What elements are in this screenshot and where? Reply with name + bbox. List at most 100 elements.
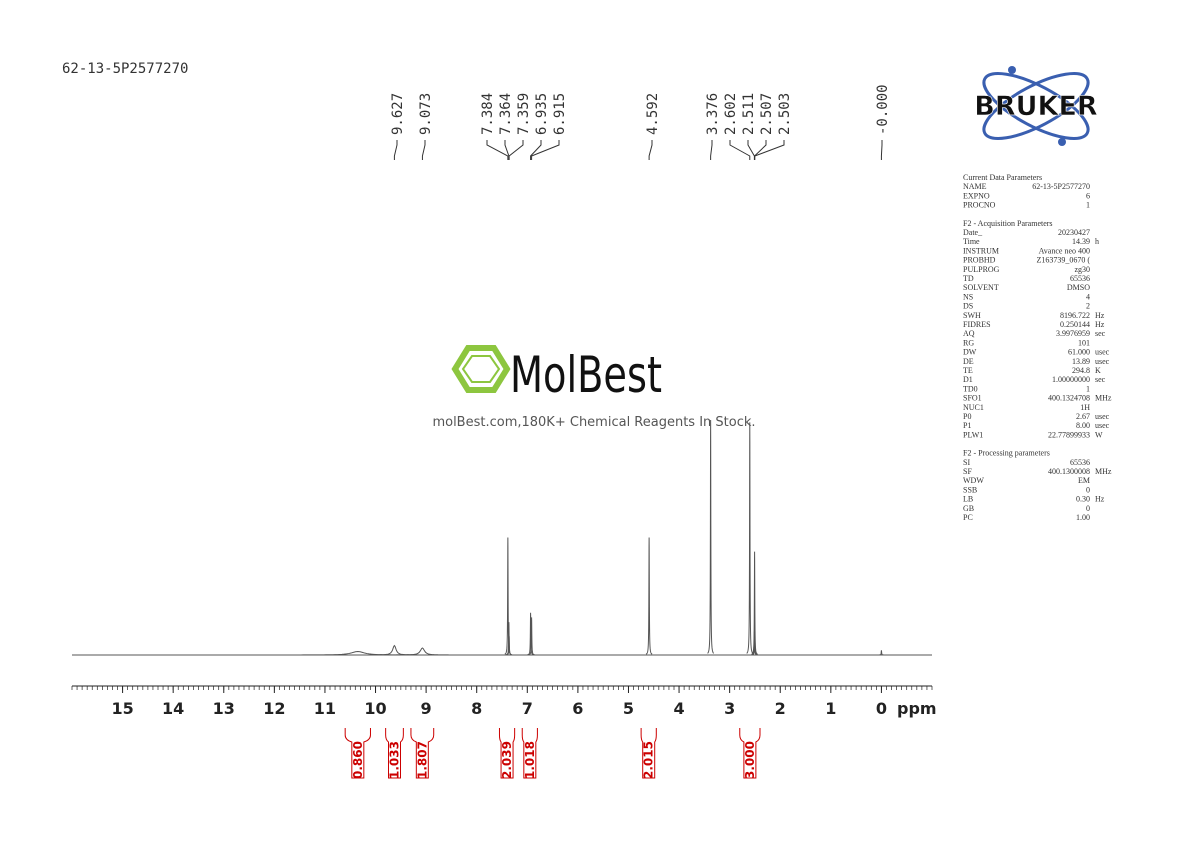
integral-bracket [344,728,371,779]
param-value: DMSO [1067,283,1090,292]
x-tick-label: 14 [162,699,184,718]
param-value: 61.000 [1068,348,1090,357]
param-name: FIDRES [963,320,991,329]
param-name: SOLVENT [963,283,999,292]
integral-label: 3.000 [743,741,757,779]
param-name: PROBHD [963,256,996,265]
param-name: SSB [963,485,977,494]
peak-leader [880,140,883,160]
param-name: WDW [963,476,984,485]
peak-leader [486,140,509,160]
param-value: 0.250144 [1060,320,1090,329]
x-tick-label: 11 [314,699,336,718]
x-tick-label: 7 [522,699,533,718]
peak [751,551,758,655]
peak-leader [710,140,713,160]
param-section-title: Current Data Parameters [963,173,1042,182]
integral-bracket [640,728,657,779]
param-value: Z163739_0670 ( [1036,256,1090,265]
param-name: DW [963,348,977,357]
param-unit: usec [1095,348,1110,357]
param-value: 22.77899933 [1048,430,1090,439]
param-value: 101 [1078,338,1090,347]
param-name: P0 [963,412,971,421]
peak [392,647,453,656]
param-value: 294.8 [1072,366,1090,375]
peak-label: 6.915 [552,93,568,135]
peak [645,537,653,655]
peak [266,650,449,656]
param-value: 0.30 [1076,495,1090,504]
integral-bracket [739,728,761,779]
param-value: 8.00 [1076,421,1090,430]
integral-label: 1.018 [523,741,537,779]
peak-label: 2.507 [759,93,775,135]
peak-label: 6.935 [534,93,550,135]
peak [506,636,513,656]
watermark: MolBest molBest.com,180K+ Chemical Reage… [432,345,756,430]
x-tick-label: 4 [673,699,684,718]
param-name: D1 [963,375,973,384]
peak-label: 2.602 [723,93,739,135]
param-value: 1H [1080,403,1090,412]
param-value: 14.39 [1072,237,1090,246]
param-value: 1.00000000 [1052,375,1090,384]
param-value: Avance neo 400 [1039,246,1090,255]
peak [878,650,885,656]
param-value: 6 [1086,191,1090,200]
x-tick-label: 9 [421,699,432,718]
param-value: 1.00 [1076,513,1090,522]
param-name: DE [963,357,974,366]
param-name: TD0 [963,384,978,393]
peak-label: 7.384 [480,93,496,135]
peak-leader [729,140,751,160]
peak-label: 3.376 [705,93,721,135]
peak-leader [421,140,426,160]
integral-bracket [498,728,516,779]
integral-label: 1.033 [388,741,402,779]
param-name: TD [963,274,974,283]
peak-leader [531,140,560,160]
brand: MolBest [510,346,662,404]
param-value: 2.67 [1076,412,1090,421]
param-value: 20230427 [1058,228,1090,237]
x-tick-label: 6 [572,699,583,718]
integral-label: 2.039 [500,741,514,779]
peak-label: 7.364 [498,93,514,135]
integral-bracket [521,728,538,779]
peak-leader [747,140,755,160]
param-unit: MHz [1095,467,1112,476]
param-unit: usec [1095,421,1110,430]
param-name: AQ [963,329,975,338]
param-name: NAME [963,182,987,191]
param-value: 400.1300008 [1048,467,1090,476]
param-name: Time [963,237,980,246]
peak-label: 4.592 [645,93,661,135]
param-value: zg30 [1074,265,1090,274]
param-section-title: F2 - Processing parameters [963,449,1050,458]
x-axis-label: ppm [897,699,937,718]
param-value: 1 [1086,201,1090,210]
x-tick-label: 10 [364,699,386,718]
peak-leader [754,140,785,160]
param-value: 13.89 [1072,357,1090,366]
param-unit: usec [1095,357,1110,366]
param-name: INSTRUM [963,246,999,255]
param-value: 62-13-5P2577270 [1032,182,1090,191]
param-name: RG [963,338,974,347]
logo-text: BRUKER [974,91,1098,122]
integral-label: 0.860 [351,741,365,779]
peak-leader [508,140,524,160]
param-name: SFO1 [963,394,982,403]
integral-label: 2.015 [642,741,656,779]
param-name: PLW1 [963,430,983,439]
param-unit: sec [1095,375,1106,384]
x-tick-label: 3 [724,699,735,718]
tagline: molBest.com,180K+ Chemical Reagents In S… [432,415,755,430]
param-unit: Hz [1095,320,1105,329]
x-tick-label: 8 [471,699,482,718]
param-unit: sec [1095,329,1106,338]
peak-label: -0.000 [875,84,891,135]
